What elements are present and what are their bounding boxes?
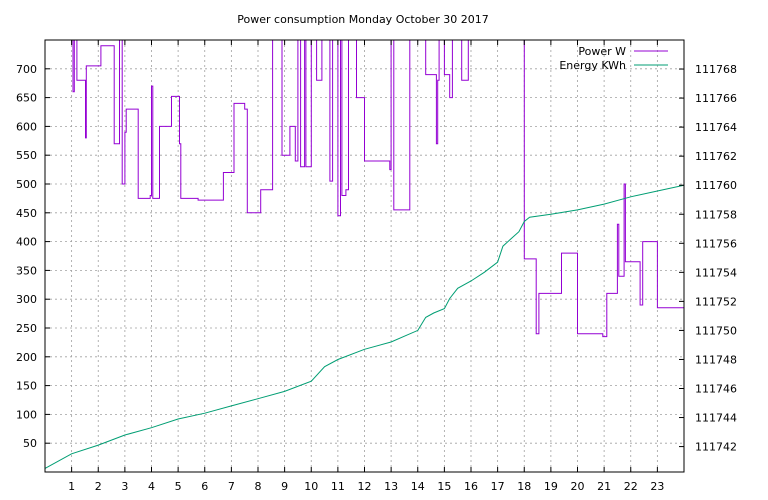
x-tick-label: 12 <box>358 480 372 493</box>
x-tick-label: 10 <box>304 480 318 493</box>
y-tick-label-left: 50 <box>23 437 37 450</box>
x-tick-label: 19 <box>544 480 558 493</box>
y-tick-label-left: 350 <box>16 264 37 277</box>
x-tick-label: 2 <box>95 480 102 493</box>
y-tick-label-right: 111742 <box>695 441 737 454</box>
y-tick-label-left: 600 <box>16 120 37 133</box>
x-tick-label: 17 <box>491 480 505 493</box>
y-tick-label-right: 111756 <box>695 237 737 250</box>
y-tick-label-left: 150 <box>16 380 37 393</box>
axes: 1 2 3 4 5 6 7 8 9 10 11 12 13 14 15 16 17 18 19 20 21 22 23501… <box>16 39 737 493</box>
y-tick-label-right: 111752 <box>695 295 737 308</box>
y-tick-label-right: 111746 <box>695 383 737 396</box>
x-tick-label: 4 <box>148 480 155 493</box>
y-tick-label-right: 111750 <box>695 324 737 337</box>
x-tick-label: 20 <box>571 480 585 493</box>
y-tick-label-left: 650 <box>16 92 37 105</box>
y-tick-label-right: 111764 <box>695 121 737 134</box>
x-tick-label: 15 <box>437 480 451 493</box>
chart-title: Power consumption Monday October 30 2017 <box>237 13 488 26</box>
x-tick-label: 1 <box>68 480 75 493</box>
x-tick-label: 9 <box>281 480 288 493</box>
y-tick-label-right: 111760 <box>695 179 737 192</box>
y-tick-label-left: 400 <box>16 236 37 249</box>
y-tick-label-left: 300 <box>16 293 37 306</box>
x-tick-label: 6 <box>201 480 208 493</box>
y-tick-label-right: 111754 <box>695 266 737 279</box>
y-tick-label-left: 700 <box>16 63 37 76</box>
y-tick-label-right: 111766 <box>695 92 737 105</box>
x-tick-label: 11 <box>331 480 345 493</box>
energy-series-line <box>45 184 684 469</box>
legend-label: Energy KWh <box>559 59 626 72</box>
y-tick-label-right: 111768 <box>695 63 737 76</box>
plot-frame <box>44 39 685 473</box>
y-tick-label-left: 100 <box>16 408 37 421</box>
x-tick-label: 22 <box>624 480 638 493</box>
y-tick-label-left: 550 <box>16 149 37 162</box>
x-tick-label: 5 <box>175 480 182 493</box>
power-series-line <box>72 40 684 338</box>
y-tick-label-right: 111762 <box>695 150 737 163</box>
legend-label: Power W <box>578 45 626 58</box>
x-tick-label: 18 <box>517 480 531 493</box>
y-tick-label-left: 500 <box>16 178 37 191</box>
x-tick-label: 13 <box>384 480 398 493</box>
y-tick-label-right: 111744 <box>695 412 737 425</box>
x-tick-label: 3 <box>121 480 128 493</box>
x-tick-label: 21 <box>597 480 611 493</box>
y-tick-label-right: 111748 <box>695 353 737 366</box>
y-tick-label-left: 450 <box>16 207 37 220</box>
x-tick-label: 7 <box>228 480 235 493</box>
y-tick-label-right: 111758 <box>695 208 737 221</box>
x-tick-label: 8 <box>255 480 262 493</box>
x-tick-label: 23 <box>650 480 664 493</box>
plot-area <box>45 40 684 469</box>
y-tick-label-left: 250 <box>16 322 37 335</box>
x-tick-label: 14 <box>411 480 425 493</box>
y-tick-label-left: 200 <box>16 351 37 364</box>
x-tick-label: 16 <box>464 480 478 493</box>
